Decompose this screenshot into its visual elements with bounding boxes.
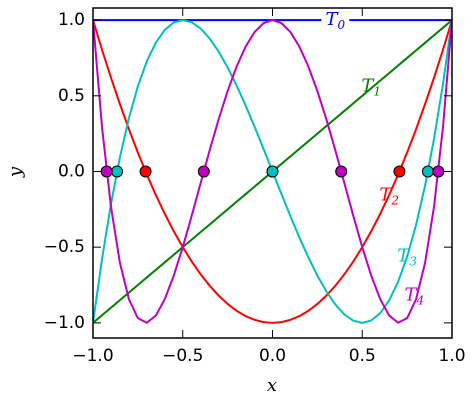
root-marker xyxy=(421,165,434,178)
root-marker xyxy=(111,165,124,178)
y-tick-label: −1.0 xyxy=(44,313,85,333)
root-marker xyxy=(197,165,210,178)
x-tick-label: −0.5 xyxy=(162,346,203,366)
series-label: T2 xyxy=(379,185,399,208)
x-tick-label: 0.0 xyxy=(259,346,286,366)
series-label: T4 xyxy=(404,285,424,308)
series-line xyxy=(93,19,452,324)
series-label: T3 xyxy=(397,245,417,268)
root-marker xyxy=(100,165,113,178)
x-tick-label: −1.0 xyxy=(72,346,113,366)
y-axis-label: y xyxy=(5,166,26,178)
x-tick-label: 1.0 xyxy=(438,346,465,366)
x-tick-label: 0.5 xyxy=(349,346,376,366)
root-marker xyxy=(266,165,279,178)
label-bg xyxy=(321,9,350,32)
root-marker xyxy=(139,165,152,178)
y-tick-label: 0.5 xyxy=(58,86,85,106)
root-marker xyxy=(335,165,348,178)
series-label: T0 xyxy=(325,9,345,32)
y-tick-label: −0.5 xyxy=(44,237,85,257)
series-line xyxy=(93,19,452,324)
series-label: T1 xyxy=(361,76,381,99)
root-marker xyxy=(393,165,406,178)
root-marker xyxy=(432,165,445,178)
x-axis-label: x xyxy=(267,375,277,396)
y-tick-label: 0.0 xyxy=(58,161,85,181)
y-tick-label: 1.0 xyxy=(58,10,85,30)
